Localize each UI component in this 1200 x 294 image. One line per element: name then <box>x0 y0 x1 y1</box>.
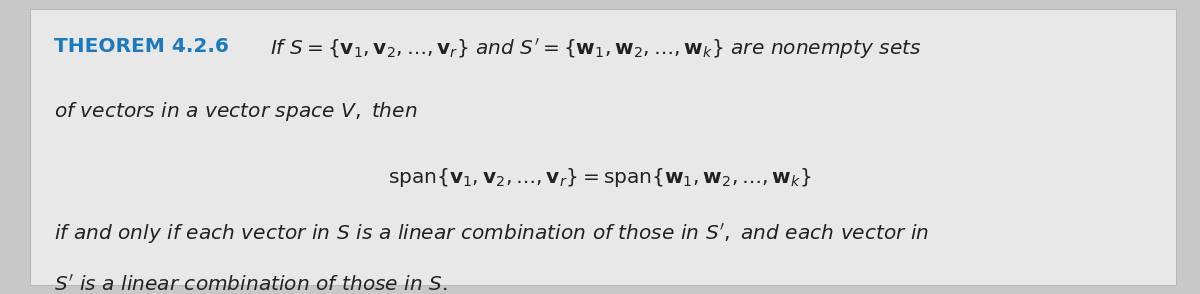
FancyBboxPatch shape <box>30 9 1176 285</box>
Text: $S'\ \mathit{is\ a\ linear\ combination\ of\ those\ in}\ S\mathit{.}$: $S'\ \mathit{is\ a\ linear\ combination\… <box>54 275 448 294</box>
Text: THEOREM 4.2.6: THEOREM 4.2.6 <box>54 37 229 56</box>
Text: $\mathrm{span}\{\mathbf{v}_1, \mathbf{v}_2, \ldots, \mathbf{v}_r\} = \mathrm{spa: $\mathrm{span}\{\mathbf{v}_1, \mathbf{v}… <box>388 166 812 189</box>
Text: $\mathit{if\ and\ only\ if\ each\ vector\ in}\ S\ \mathit{is\ a\ linear\ combina: $\mathit{if\ and\ only\ if\ each\ vector… <box>54 222 929 246</box>
Text: $\mathit{of\ vectors\ in\ a\ vector\ space}\ V\mathit{,\ then}$: $\mathit{of\ vectors\ in\ a\ vector\ spa… <box>54 100 418 123</box>
Text: $\mathit{If}\ S = \{\mathbf{v}_1, \mathbf{v}_2, \ldots, \mathbf{v}_r\}\ \mathit{: $\mathit{If}\ S = \{\mathbf{v}_1, \mathb… <box>270 37 922 61</box>
